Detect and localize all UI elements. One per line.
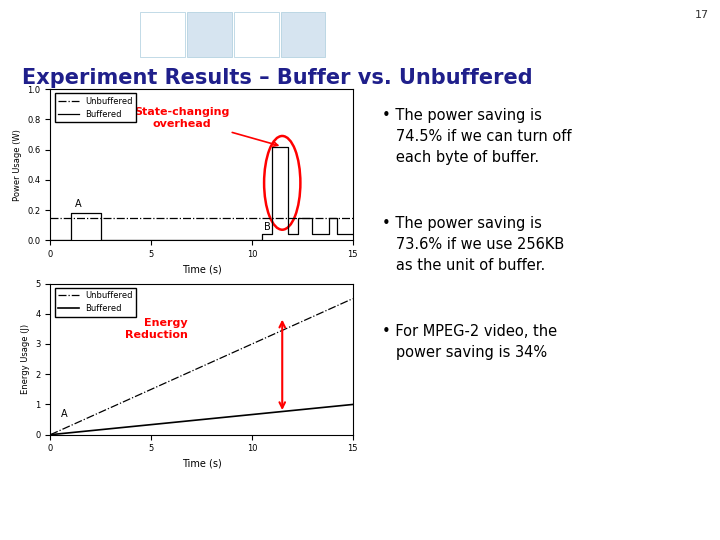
- Buffered: [258, 237, 266, 244]
- Text: • For MPEG-2 video, the
   power saving is 34%: • For MPEG-2 video, the power saving is …: [382, 324, 557, 360]
- Buffered: [147, 237, 156, 244]
- Buffered: [284, 143, 292, 150]
- Buffered: [96, 210, 105, 217]
- Y-axis label: Energy Usage (J): Energy Usage (J): [21, 324, 30, 394]
- Text: • The power saving is
   74.5% if we can turn off
   each byte of buffer.: • The power saving is 74.5% if we can tu…: [382, 108, 571, 165]
- X-axis label: Time (s): Time (s): [181, 459, 222, 469]
- Buffered: [294, 231, 302, 238]
- Buffered: [333, 214, 341, 221]
- Buffered: [147, 237, 156, 244]
- Buffered: [348, 231, 357, 238]
- Text: Experiment Results – Buffer vs. Unbuffered: Experiment Results – Buffer vs. Unbuffer…: [22, 68, 532, 87]
- Buffered: [308, 214, 317, 221]
- Line: Buffered: Buffered: [50, 146, 353, 240]
- Buffered: [294, 214, 302, 221]
- Text: 17: 17: [695, 10, 709, 20]
- Buffered: [258, 231, 266, 238]
- Buffered: [324, 214, 333, 221]
- Buffered: [324, 231, 333, 238]
- Text: • The power saving is
   73.6% if we use 256KB
   as the unit of buffer.: • The power saving is 73.6% if we use 25…: [382, 216, 564, 273]
- Text: A: A: [60, 409, 67, 419]
- Buffered: [308, 231, 317, 238]
- Text: A: A: [75, 199, 81, 209]
- Buffered: [96, 237, 105, 244]
- Buffered: [268, 143, 276, 150]
- Buffered: [46, 237, 55, 244]
- Buffered: [284, 231, 292, 238]
- Buffered: [66, 210, 75, 217]
- X-axis label: Time (s): Time (s): [181, 265, 222, 274]
- Text: Energy
Reduction: Energy Reduction: [125, 318, 187, 340]
- Buffered: [268, 231, 276, 238]
- Legend: Unbuffered, Buffered: Unbuffered, Buffered: [55, 288, 136, 316]
- Text: B: B: [264, 222, 271, 232]
- Buffered: [66, 237, 75, 244]
- Legend: Unbuffered, Buffered: Unbuffered, Buffered: [55, 93, 136, 122]
- Y-axis label: Power Usage (W): Power Usage (W): [13, 129, 22, 201]
- Buffered: [333, 231, 341, 238]
- Text: State-changing
overhead: State-changing overhead: [134, 107, 278, 146]
